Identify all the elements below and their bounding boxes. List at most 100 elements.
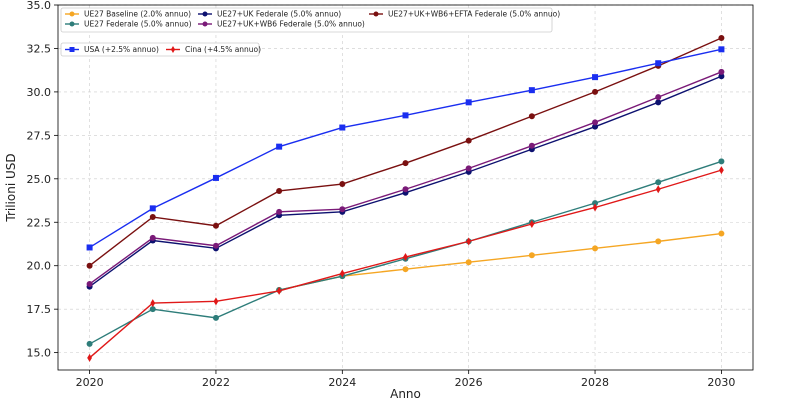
- data-point: [86, 280, 93, 287]
- data-point: [402, 186, 409, 193]
- x-tick-label: 2028: [581, 376, 609, 389]
- legend-marker: [373, 11, 379, 17]
- data-point: [86, 262, 93, 269]
- x-tick-label: 2022: [202, 376, 230, 389]
- x-tick-label: 2024: [328, 376, 356, 389]
- data-point: [528, 87, 535, 94]
- data-point: [718, 73, 725, 80]
- y-tick-label: 22.5: [27, 216, 52, 229]
- data-point: [339, 124, 346, 131]
- series-0: [276, 230, 725, 294]
- y-tick-label: 32.5: [27, 42, 52, 55]
- data-point: [718, 35, 725, 42]
- legend-label: UE27 Federale (5.0% annuo): [84, 20, 192, 29]
- legend-label: UE27+UK Federale (5.0% annuo): [217, 10, 341, 19]
- data-point: [276, 286, 282, 295]
- legend-marker: [202, 11, 208, 17]
- legend-entry: USA (+2.5% annuo): [65, 45, 159, 54]
- legend-marker: [202, 21, 208, 27]
- data-point: [87, 353, 92, 362]
- data-point: [592, 88, 599, 95]
- data-point: [465, 259, 472, 266]
- legend-entry: UE27 Baseline (2.0% annuo): [65, 10, 191, 19]
- data-point: [149, 306, 156, 313]
- data-point: [655, 179, 662, 186]
- legend-secondary: USA (+2.5% annuo) Cina (+4.5% annuo): [60, 42, 261, 57]
- data-point: [212, 314, 219, 321]
- data-point: [592, 245, 599, 252]
- data-point: [655, 60, 662, 67]
- legend-label: UE27+UK+WB6+EFTA Federale (5.0% annuo): [388, 10, 560, 19]
- x-tick-label: 2020: [76, 376, 104, 389]
- data-point: [276, 143, 283, 150]
- y-tick-label: 20.0: [27, 260, 52, 273]
- data-point: [86, 340, 93, 347]
- data-point: [465, 165, 472, 172]
- y-tick-label: 25.0: [27, 173, 52, 186]
- data-point: [213, 297, 219, 306]
- data-point: [212, 222, 219, 229]
- legend-marker: [69, 21, 75, 27]
- data-point: [529, 220, 535, 228]
- series-line: [89, 37, 722, 267]
- data-point: [212, 242, 219, 249]
- data-point: [719, 166, 724, 175]
- legend-entry: UE27+UK Federale (5.0% annuo): [198, 10, 341, 19]
- legend-label: UE27 Baseline (2.0% annuo): [84, 10, 191, 19]
- data-point: [339, 181, 346, 188]
- data-point: [718, 68, 725, 75]
- legend-main: UE27 Baseline (2.0% annuo) UE27+UK Federa…: [60, 7, 560, 33]
- data-point: [655, 238, 662, 245]
- series-4: [86, 35, 725, 269]
- data-point: [592, 119, 599, 126]
- legend-box: [60, 7, 553, 33]
- data-point: [592, 203, 598, 212]
- plot-frame: [57, 4, 754, 371]
- data-point: [466, 237, 472, 246]
- data-point: [528, 252, 535, 259]
- data-point: [718, 158, 725, 165]
- legend-label: USA (+2.5% annuo): [84, 45, 159, 54]
- y-tick-label: 35.0: [27, 0, 52, 12]
- data-point: [465, 99, 472, 106]
- data-point: [403, 253, 408, 262]
- data-point: [149, 205, 156, 212]
- data-point: [339, 269, 345, 278]
- x-axis-title: Anno: [390, 387, 421, 401]
- data-point: [86, 244, 93, 251]
- legend-marker: [170, 46, 176, 53]
- data-point: [592, 123, 599, 130]
- data-point: [465, 137, 472, 144]
- data-point: [655, 94, 662, 101]
- legend-label: Cina (+4.5% annuo): [185, 45, 261, 54]
- y-tick-label: 15.0: [27, 347, 52, 360]
- data-point: [592, 74, 599, 81]
- series-line: [89, 71, 722, 285]
- legend-marker: [69, 11, 75, 17]
- y-tick-label: 27.5: [27, 129, 52, 142]
- data-point: [402, 266, 409, 273]
- data-point: [276, 208, 283, 215]
- data-point: [592, 200, 599, 207]
- axes: 2020 2022 2024 2026 2028 2030 15.0 17.5 20.0 22.5…: [27, 0, 754, 389]
- data-point: [212, 174, 219, 181]
- series-5: [86, 46, 725, 251]
- data-point: [402, 160, 409, 167]
- data-point: [339, 206, 346, 213]
- plot-series: [86, 35, 725, 362]
- data-point: [718, 46, 725, 53]
- data-point: [149, 214, 156, 221]
- data-point: [718, 230, 725, 237]
- series-6: [87, 166, 724, 362]
- x-tick-label: 2026: [455, 376, 483, 389]
- data-point: [150, 299, 156, 308]
- x-tick-label: 2030: [707, 376, 735, 389]
- data-point: [528, 142, 535, 149]
- data-point: [655, 185, 661, 194]
- legend-box: [60, 42, 260, 57]
- y-axis-title: Trilioni USD: [4, 153, 18, 222]
- legend-label: UE27+UK+WB6 Federale (5.0% annuo): [217, 20, 365, 29]
- series-3: [86, 68, 725, 287]
- legend-entry: UE27+UK+WB6 Federale (5.0% annuo): [198, 20, 365, 29]
